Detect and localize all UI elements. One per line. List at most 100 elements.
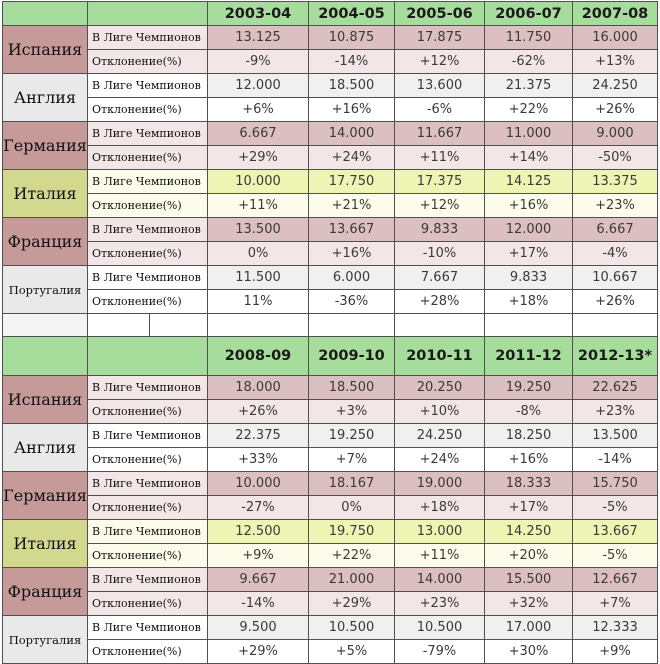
- cl-value-cell: 12.333: [572, 615, 658, 640]
- spacer-row: [2, 313, 658, 337]
- cl-value-cell: 24.250: [572, 73, 658, 98]
- deviation-value-cell: +23%: [394, 591, 485, 616]
- table-row: Отклонение(%) +11% +21% +12% +16% +23%: [3, 193, 658, 218]
- row-label-deviation: Отклонение(%): [87, 145, 208, 170]
- spacer-cell: [572, 313, 658, 337]
- cl-value-cell: 19.750: [308, 519, 395, 544]
- cl-value-cell: 9.500: [207, 615, 309, 640]
- row-label-in-cl: В Лиге Чемпионов: [87, 519, 208, 544]
- deviation-value-cell: -14%: [572, 447, 658, 472]
- cl-value-cell: 10.000: [207, 471, 309, 496]
- cl-value-cell: 17.375: [394, 169, 485, 194]
- deviation-value-cell: +29%: [308, 591, 395, 616]
- cl-value-cell: 15.500: [484, 567, 573, 592]
- deviation-value-cell: +30%: [484, 639, 573, 664]
- table-row: Отклонение(%) +29% +24% +11% +14% -50%: [3, 145, 658, 170]
- country-name: Германия: [2, 471, 88, 520]
- row-label-in-cl: В Лиге Чемпионов: [87, 217, 208, 242]
- table-row: Германия В Лиге Чемпионов 10.000 18.167 19.0…: [2, 471, 658, 520]
- row-label-deviation: Отклонение(%): [87, 447, 208, 472]
- row-label-deviation: Отклонение(%): [87, 193, 208, 218]
- deviation-value-cell: +22%: [308, 543, 395, 568]
- season-header: 2004-05: [308, 1, 395, 26]
- country-name: Италия: [2, 519, 88, 568]
- cl-value-cell: 9.833: [484, 265, 573, 290]
- deviation-value-cell: -36%: [308, 289, 395, 314]
- deviation-value-cell: +29%: [207, 145, 309, 170]
- cl-value-cell: 12.000: [207, 73, 309, 98]
- header-corner-country: [2, 1, 88, 26]
- country-name: Германия: [2, 121, 88, 170]
- cl-value-cell: 11.000: [484, 121, 573, 146]
- header-corner-label: [87, 336, 208, 376]
- deviation-value-cell: -27%: [207, 495, 309, 520]
- cl-value-cell: 21.000: [308, 567, 395, 592]
- row-label-in-cl: В Лиге Чемпионов: [87, 471, 208, 496]
- cl-value-cell: 9.667: [207, 567, 309, 592]
- country-name: Франция: [2, 217, 88, 266]
- row-label-deviation: Отклонение(%): [87, 97, 208, 122]
- cl-value-cell: 10.875: [308, 25, 395, 50]
- season-header: 2007-08: [572, 1, 658, 26]
- season-header: 2010-11: [394, 336, 485, 376]
- season-header: 2011-12: [484, 336, 573, 376]
- row-label-deviation: Отклонение(%): [87, 49, 208, 74]
- deviation-value-cell: +18%: [394, 495, 485, 520]
- deviation-value-cell: +7%: [572, 591, 658, 616]
- spacer-cell: [149, 313, 208, 337]
- cl-value-cell: 12.000: [484, 217, 573, 242]
- cl-value-cell: 18.333: [484, 471, 573, 496]
- cl-value-cell: 18.500: [308, 375, 395, 400]
- table-row: Италия В Лиге Чемпионов 12.500 19.750 13.000…: [2, 519, 658, 568]
- cl-value-cell: 13.125: [207, 25, 309, 50]
- header-corner-country: [2, 336, 88, 376]
- cl-value-cell: 19.250: [484, 375, 573, 400]
- deviation-value-cell: +17%: [484, 241, 573, 266]
- cl-value-cell: 15.750: [572, 471, 658, 496]
- header-corner-label: [87, 1, 208, 26]
- deviation-value-cell: +24%: [394, 447, 485, 472]
- table-row: Португалия В Лиге Чемпионов 9.500 10.500 10.…: [2, 615, 658, 664]
- cl-value-cell: 16.000: [572, 25, 658, 50]
- table-row: Отклонение(%) +29% +5% -79% +30% +9%: [3, 639, 658, 664]
- deviation-value-cell: -79%: [394, 639, 485, 664]
- cl-value-cell: 13.500: [572, 423, 658, 448]
- cl-value-cell: 10.000: [207, 169, 309, 194]
- table-row: Испания В Лиге Чемпионов 18.000 18.500 20.25…: [2, 375, 658, 424]
- cl-value-cell: 20.250: [394, 375, 485, 400]
- deviation-value-cell: +6%: [207, 97, 309, 122]
- table-row: Англия В Лиге Чемпионов 22.375 19.250 24.250…: [2, 423, 658, 472]
- deviation-value-cell: 0%: [207, 241, 309, 266]
- cl-value-cell: 14.125: [484, 169, 573, 194]
- cl-value-cell: 12.500: [207, 519, 309, 544]
- deviation-value-cell: +17%: [484, 495, 573, 520]
- deviation-value-cell: +12%: [394, 49, 485, 74]
- cl-value-cell: 14.000: [308, 121, 395, 146]
- deviation-value-cell: +23%: [572, 399, 658, 424]
- deviation-value-cell: +16%: [484, 447, 573, 472]
- row-label-in-cl: В Лиге Чемпионов: [87, 423, 208, 448]
- deviation-value-cell: +11%: [394, 543, 485, 568]
- deviation-value-cell: +14%: [484, 145, 573, 170]
- cl-value-cell: 13.667: [308, 217, 395, 242]
- row-label-deviation: Отклонение(%): [87, 289, 208, 314]
- table-row: Франция В Лиге Чемпионов 9.667 21.000 14.000…: [2, 567, 658, 616]
- cl-value-cell: 13.667: [572, 519, 658, 544]
- country-name: Франция: [2, 567, 88, 616]
- cl-value-cell: 10.667: [572, 265, 658, 290]
- season-header: 2008-09: [207, 336, 309, 376]
- cl-value-cell: 17.875: [394, 25, 485, 50]
- deviation-value-cell: -8%: [484, 399, 573, 424]
- country-name: Англия: [2, 423, 88, 472]
- cl-value-cell: 22.625: [572, 375, 658, 400]
- table-row: Италия В Лиге Чемпионов 10.000 17.750 17.375…: [2, 169, 658, 218]
- spacer-cell: [87, 313, 150, 337]
- spacer-cell: [207, 313, 309, 337]
- cl-value-cell: 21.375: [484, 73, 573, 98]
- deviation-value-cell: +5%: [308, 639, 395, 664]
- season-header-row: 2003-04 2004-05 2005-06 2006-07 2007-08: [2, 1, 658, 26]
- deviation-value-cell: +26%: [572, 97, 658, 122]
- spacer-cell: [394, 313, 485, 337]
